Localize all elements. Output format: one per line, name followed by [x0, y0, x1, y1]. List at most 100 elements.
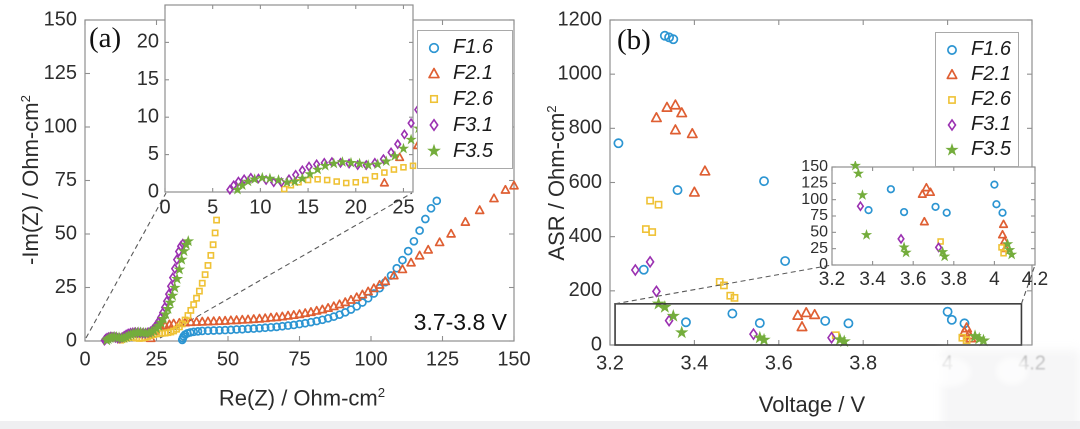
circle-marker — [638, 264, 649, 275]
triangle-marker — [997, 229, 1008, 239]
star-marker — [380, 155, 392, 167]
square-marker — [654, 200, 663, 209]
zoom-connector-line — [1020, 264, 1036, 305]
tick-label: 20 — [345, 197, 367, 219]
square-legend-icon — [429, 95, 439, 104]
circle-marker — [780, 256, 791, 266]
triangle-marker — [533, 122, 541, 129]
square-marker — [962, 336, 971, 345]
tick-label: 3.2 — [819, 269, 845, 290]
star-marker — [249, 173, 261, 185]
triangle-marker — [191, 316, 202, 326]
square-marker — [884, 119, 889, 124]
diamond-marker — [400, 129, 409, 140]
star-marker — [173, 263, 186, 275]
triangle-marker — [919, 216, 929, 226]
star-marker — [242, 175, 254, 187]
circle-marker — [398, 255, 407, 265]
diamond-marker — [852, 132, 858, 140]
triangle-marker — [896, 91, 904, 98]
circle-marker — [864, 205, 873, 215]
triangle-marker — [781, 107, 789, 114]
star-marker — [675, 325, 689, 339]
star-marker — [1006, 248, 1018, 260]
tick-label: 10 — [249, 197, 271, 219]
star-marker — [166, 289, 179, 301]
square-marker — [948, 95, 956, 104]
circle-marker — [193, 327, 203, 336]
triangle-marker — [414, 250, 425, 260]
square-marker — [400, 164, 407, 171]
triangle-marker — [203, 316, 213, 326]
diamond-marker — [229, 179, 238, 191]
triangle-marker — [271, 312, 282, 322]
square-marker — [882, 110, 887, 115]
square-marker — [1000, 249, 1007, 257]
tick-label: 600 — [569, 171, 602, 193]
triangle-marker — [208, 316, 219, 326]
panel-a-inset-axes: 0 5 10 15 20 25 0 5 10 15 20 — [137, 4, 415, 219]
panel-a-x-axis-title: Re(Z) / Ohm-cm2 — [218, 385, 386, 411]
square-marker — [937, 238, 944, 245]
circle-marker — [686, 148, 693, 155]
triangle-marker — [629, 118, 637, 125]
zoom-connector-line — [85, 192, 167, 339]
star-marker — [157, 312, 170, 324]
series-F2.6 — [641, 196, 971, 345]
triangle-marker — [277, 311, 288, 321]
watermark-smudge-1 — [925, 357, 971, 387]
series-F3.5 — [231, 122, 419, 195]
diamond-marker — [645, 255, 655, 269]
circle-marker — [946, 314, 957, 325]
triangle-marker — [397, 264, 408, 274]
circle-marker — [877, 130, 884, 137]
triangle-marker — [669, 124, 681, 135]
square-marker — [646, 196, 654, 205]
tick-label: 200 — [569, 279, 602, 301]
triangle-marker — [306, 307, 316, 317]
star-marker — [336, 156, 349, 167]
circle-marker — [403, 246, 413, 256]
panel-b-x-axis-title: Voltage / V — [758, 392, 866, 417]
circle-marker — [820, 315, 831, 326]
circle-marker — [409, 236, 419, 246]
triangle-marker — [185, 317, 196, 327]
star-marker — [178, 244, 190, 257]
diamond-marker — [226, 184, 234, 196]
star-marker — [937, 246, 949, 257]
triangle-marker — [686, 127, 698, 139]
triangle-marker — [724, 112, 732, 119]
tick-label: 150 — [497, 349, 530, 371]
triangle-marker — [946, 68, 958, 79]
circle-marker — [486, 185, 493, 192]
star-marker — [164, 296, 177, 308]
legend-label: F3.1 — [971, 113, 1012, 135]
triangle-marker — [283, 310, 293, 320]
triangle-marker — [661, 101, 673, 112]
star-marker — [945, 142, 959, 156]
triangle-marker — [915, 88, 923, 95]
series-F3.1 — [630, 255, 837, 345]
triangle-marker — [243, 314, 253, 324]
star-marker — [757, 332, 771, 346]
zoom-region-box — [614, 303, 1023, 346]
triangle-marker — [311, 305, 322, 315]
circle-marker — [491, 172, 498, 179]
star-marker — [264, 172, 276, 184]
circle-marker — [232, 325, 241, 334]
legend-label: F1.6 — [971, 38, 1012, 60]
circle-legend-icon — [428, 42, 440, 54]
square-marker — [720, 281, 728, 290]
circle-marker — [820, 137, 827, 144]
square-marker — [887, 144, 892, 149]
series-F3.1 — [852, 132, 943, 253]
triangle-marker — [686, 115, 694, 122]
star-marker — [353, 157, 366, 169]
circle-marker — [610, 151, 617, 158]
triangle-marker — [294, 309, 305, 319]
circle-marker — [255, 323, 264, 333]
star-marker — [304, 168, 316, 179]
star-marker — [898, 241, 910, 253]
circle-marker — [237, 324, 247, 334]
